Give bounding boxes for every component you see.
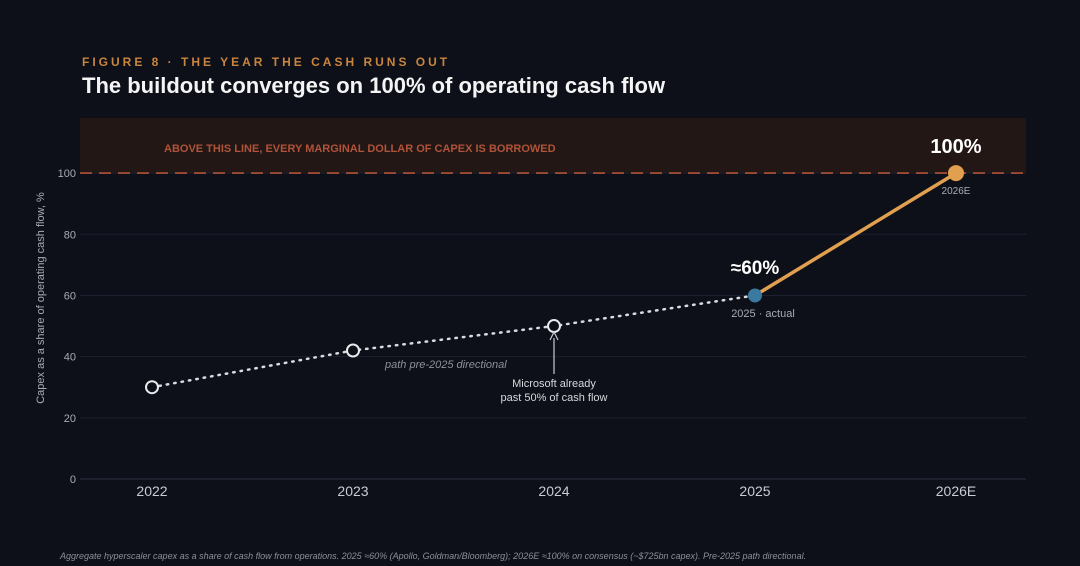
x-tick-label: 2022 — [136, 483, 167, 499]
y-tick-label: 20 — [64, 413, 76, 425]
figure-eyebrow: FIGURE 8 · THE YEAR THE CASH RUNS OUT — [82, 55, 451, 69]
data-point-2025 — [748, 288, 762, 303]
dotted-path-series — [150, 294, 757, 389]
value-label-2026: 100% — [930, 136, 981, 158]
data-point-2026e — [948, 165, 964, 182]
threshold-label: ABOVE THIS LINE, EVERY MARGINAL DOLLAR O… — [164, 143, 556, 155]
y-tick-label: 60 — [64, 290, 76, 302]
microsoft-arrowhead — [549, 330, 559, 341]
borrowed-zone — [80, 118, 1026, 174]
data-point-hollow — [346, 343, 360, 358]
x-axis-ticks: 2022 2023 2024 2025 2026E — [136, 483, 976, 499]
y-axis-ticks: 0 20 40 60 80 100 — [58, 168, 76, 486]
x-tick-label: 2023 — [337, 483, 368, 499]
y-axis-label: Capex as a share of operating cash flow,… — [35, 192, 47, 404]
data-point-hollow — [145, 380, 159, 395]
y-tick-label: 0 — [70, 474, 76, 486]
y-tick-label: 100 — [58, 168, 76, 180]
y-tick-label: 80 — [64, 229, 76, 241]
sublabel-2026: 2026E — [942, 186, 971, 197]
y-tick-label: 40 — [64, 352, 76, 364]
data-point-hollow — [547, 319, 561, 334]
x-tick-label: 2026E — [936, 483, 976, 499]
microsoft-note-line1: Microsoft already — [512, 378, 596, 390]
chart-title: The buildout converges on 100% of operat… — [82, 73, 666, 98]
sublabel-2025: 2025 · actual — [731, 308, 795, 320]
x-tick-label: 2025 — [739, 483, 770, 499]
projection-line — [754, 171, 957, 297]
value-label-2025: ≈60% — [731, 258, 780, 279]
data-points — [145, 165, 964, 395]
path-note: path pre-2025 directional — [384, 359, 507, 371]
microsoft-note-line2: past 50% of cash flow — [500, 392, 607, 404]
footnote: Aggregate hyperscaler capex as a share o… — [60, 551, 807, 561]
x-tick-label: 2024 — [538, 483, 569, 499]
